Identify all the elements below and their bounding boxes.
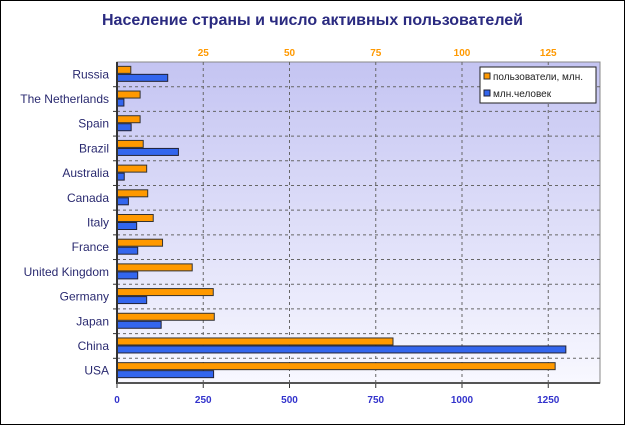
bar-users — [116, 90, 141, 99]
bar-population — [116, 222, 138, 230]
category-label: Russia — [72, 67, 109, 81]
category-label: France — [72, 240, 110, 254]
top-axis-tick-label: 50 — [284, 48, 296, 59]
bar-users — [116, 238, 164, 247]
bar-population — [116, 172, 125, 181]
bar-population — [116, 271, 139, 280]
bottom-axis-tick-label: 500 — [281, 395, 298, 406]
bar-population — [116, 345, 567, 354]
category-label: USA — [84, 364, 109, 378]
legend-swatch-users — [483, 72, 491, 80]
category-label: Brazil — [79, 141, 109, 155]
bar-users — [116, 164, 148, 173]
bottom-axis-tick-label: 250 — [195, 395, 212, 406]
bar-population — [116, 147, 179, 156]
bottom-axis-tick-label: 1250 — [537, 395, 560, 406]
bottom-axis-tick-label: 750 — [367, 395, 384, 406]
bar-population — [116, 98, 125, 107]
top-axis-tick-label: 125 — [540, 48, 557, 59]
category-label: Italy — [87, 216, 109, 230]
bar-users — [116, 65, 132, 74]
category-label: China — [78, 339, 110, 353]
bar-users — [116, 337, 394, 346]
bar-users — [116, 288, 214, 297]
bar-population — [116, 246, 139, 255]
category-label: Australia — [62, 166, 109, 180]
bar-population — [116, 197, 129, 206]
bar-population — [116, 296, 148, 305]
top-axis-tick-label: 25 — [198, 48, 210, 59]
top-axis-tick-label: 100 — [454, 48, 471, 59]
bar-users — [116, 139, 144, 148]
bar-users — [116, 214, 154, 222]
bar-users — [116, 263, 193, 272]
legend-swatch-population — [483, 89, 491, 97]
legend-label-users: пользователи, млн. — [493, 72, 583, 83]
bar-users — [116, 189, 149, 198]
bar-population — [116, 73, 169, 82]
top-axis-tick-label: 75 — [370, 48, 382, 59]
bar-users — [116, 312, 215, 321]
category-label: The Netherlands — [20, 92, 109, 106]
bar-population — [116, 123, 132, 132]
category-label: Japan — [76, 314, 109, 328]
legend-label-population: млн.человек — [493, 89, 552, 100]
bottom-axis-tick-label: 1000 — [451, 395, 474, 406]
category-label: United Kingdom — [24, 265, 109, 279]
bar-population — [116, 370, 215, 379]
bar-users — [116, 362, 556, 371]
plot-area — [116, 61, 601, 384]
bar-users — [116, 115, 141, 124]
category-label: Spain — [78, 117, 109, 131]
legend — [479, 66, 597, 104]
bottom-axis-tick-label: 0 — [114, 395, 120, 406]
category-label: Canada — [67, 191, 109, 205]
bar-population — [116, 320, 162, 329]
chart-title: Население страны и число активных пользо… — [102, 12, 523, 29]
category-label: Germany — [60, 290, 109, 304]
